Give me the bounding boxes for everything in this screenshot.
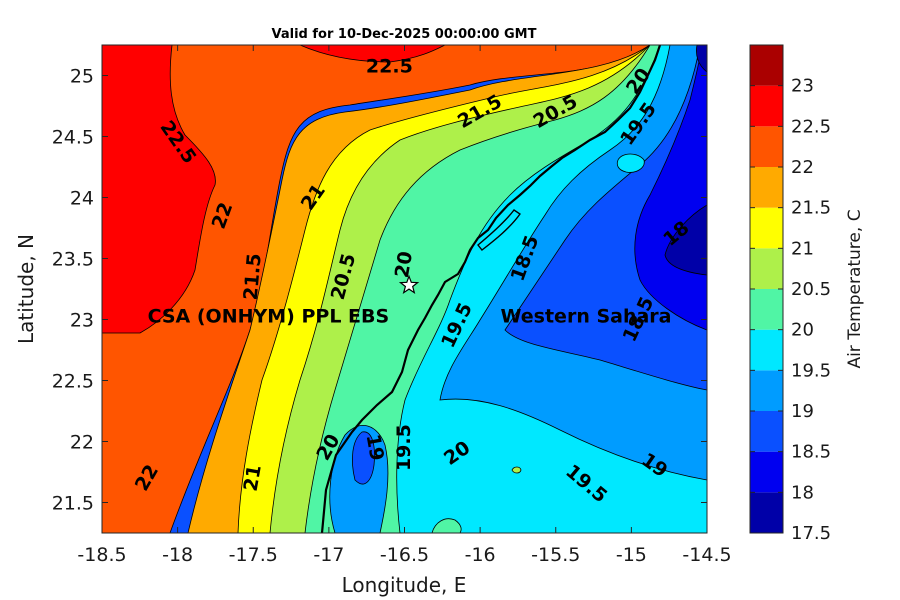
colorbar-segment	[750, 411, 783, 452]
chart-title: Valid for 10-Dec-2025 00:00:00 GMT	[272, 27, 537, 42]
y-axis: 21.5 22 22.5 23 23.5 24 24.5 25	[52, 66, 707, 515]
colorbar-tick-label: 18	[791, 482, 814, 503]
colorbar-tick-label: 22.5	[791, 116, 831, 137]
colorbar-segment	[750, 167, 783, 208]
region-20-south	[431, 518, 462, 533]
site-star-marker	[398, 274, 420, 294]
colorbar-segment	[750, 85, 783, 127]
region-18-5	[504, 45, 707, 391]
x-tick-label: -18	[162, 544, 193, 566]
region-annotation: CSA (ONHYM) PPL EBS	[148, 306, 390, 328]
region-22-5-north	[299, 45, 446, 63]
x-tick-label: -17.5	[229, 544, 278, 566]
colorbar-tick-label: 23	[791, 76, 814, 97]
x-tick-label: -16	[465, 544, 496, 566]
x-tick-label: -18.5	[77, 544, 126, 566]
contour-label: 20	[391, 250, 417, 280]
contour-label: 19.5	[393, 424, 415, 471]
colorbar-tick-label: 21.5	[791, 198, 831, 219]
colorbar-tick-label: 17.5	[791, 523, 831, 544]
region-19-5-islet	[616, 153, 645, 173]
colorbar-label: Air Temperature, C	[845, 209, 865, 368]
colorbar-segment	[750, 451, 783, 493]
contour-label: 21.5	[240, 252, 266, 301]
x-tick-label: -16.5	[380, 544, 429, 566]
x-axis-label: Longitude, E	[342, 573, 467, 597]
x-tick-label: -14.5	[682, 544, 731, 566]
y-tick-label: 23.5	[52, 249, 94, 271]
colorbar-segment	[750, 126, 783, 167]
y-tick-label: 24.5	[52, 127, 94, 149]
colorbar-tick-label: 19	[791, 401, 814, 422]
y-tick-label: 25	[70, 66, 94, 88]
x-tick-label: -17	[313, 544, 344, 566]
colorbar-segment	[750, 370, 783, 411]
colorbar-segment	[750, 492, 783, 533]
y-tick-label: 24	[70, 188, 94, 210]
colorbar-tick-label: 19.5	[791, 360, 831, 381]
colorbar-segment	[750, 207, 783, 249]
colorbar-tick-label: 20	[791, 320, 814, 341]
contour-label: 21	[240, 463, 266, 493]
x-axis: -18.5 -18 -17.5 -17 -16.5 -16 -15.5 -15 -14.5	[77, 45, 732, 566]
y-tick-label: 22.5	[52, 371, 94, 393]
coastline-inner	[477, 209, 521, 251]
contour-label: 22.5	[366, 55, 413, 77]
annotations: CSA (ONHYM) PPL EBS Western Sahara	[148, 306, 672, 328]
x-tick-label: -15.5	[531, 544, 580, 566]
coastline	[320, 45, 662, 533]
x-tick-label: -15	[616, 544, 647, 566]
region-17-5-east	[664, 204, 707, 276]
region-20-islet	[511, 466, 522, 474]
colorbar: 17.5 18 18.5 19 19.5 20 20.5 21 21.5 22 22.5 23	[749, 44, 831, 544]
colorbar-tick-label: 21	[791, 238, 814, 259]
colorbar-segment	[750, 289, 783, 330]
y-axis-label: Latitude, N	[14, 234, 38, 344]
contour-label: 19	[362, 433, 388, 463]
region-annotation: Western Sahara	[501, 306, 672, 328]
colorbar-tick-label: 22	[791, 157, 814, 178]
y-tick-label: 21.5	[52, 493, 94, 515]
y-tick-label: 23	[70, 310, 94, 332]
region-22-5-west	[102, 45, 216, 334]
colorbar-tick-label: 20.5	[791, 279, 831, 300]
marker-layer	[398, 274, 420, 294]
y-tick-label: 22	[70, 432, 94, 454]
colorbar-segment	[750, 45, 783, 86]
region-18-5-inlet	[351, 431, 375, 485]
colorbar-segment	[750, 248, 783, 289]
colorbar-tick-label: 18.5	[791, 442, 831, 463]
colorbar-segment	[750, 329, 783, 371]
